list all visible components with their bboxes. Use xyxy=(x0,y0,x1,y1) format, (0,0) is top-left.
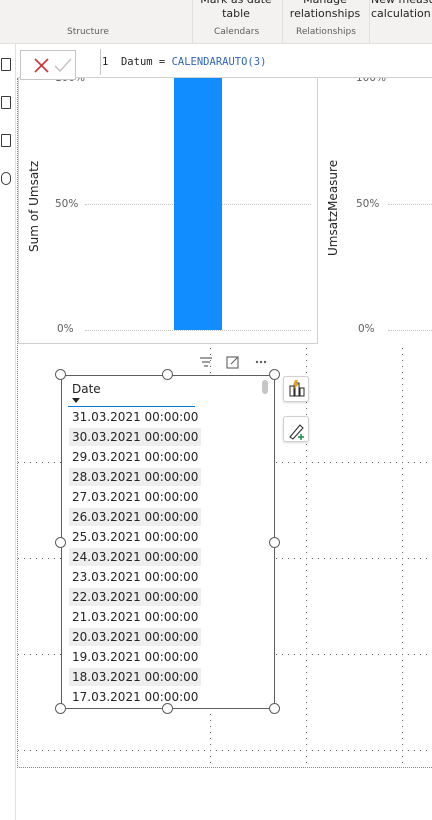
gridline xyxy=(388,204,432,205)
more-options-icon[interactable] xyxy=(255,360,267,364)
filter-icon[interactable] xyxy=(200,357,212,367)
y-tick-label: 0% xyxy=(57,323,74,335)
resize-handle[interactable] xyxy=(269,369,280,380)
table-row[interactable]: 20.03.2021 00:00:00 xyxy=(69,628,202,646)
table-row[interactable]: 22.03.2021 00:00:00 xyxy=(69,588,202,606)
resize-handle[interactable] xyxy=(162,703,173,714)
formula-text: Datum = xyxy=(120,56,172,68)
ribbon-group-calendars-label: Calendars xyxy=(214,27,260,37)
table-row[interactable]: 19.03.2021 00:00:00 xyxy=(72,650,199,664)
resize-handle[interactable] xyxy=(269,703,280,714)
y-tick-label: 50% xyxy=(356,198,380,210)
formula-function: CALENDARAUTO(3) xyxy=(171,56,267,68)
formula-button-icons xyxy=(34,58,72,73)
table-row[interactable]: 23.03.2021 00:00:00 xyxy=(72,570,199,584)
stacked-column-chart-umsatz[interactable]: Sum of Umsatz 100% 50% 0% xyxy=(18,72,318,344)
build-visual-button[interactable] xyxy=(283,376,309,402)
ribbon-group-structure-label: Structure xyxy=(67,27,109,37)
table-row[interactable]: 27.03.2021 00:00:00 xyxy=(72,490,199,504)
report-view-icon[interactable] xyxy=(1,58,11,71)
table-row[interactable]: 24.03.2021 00:00:00 xyxy=(69,548,202,566)
format-visual-button[interactable] xyxy=(283,416,309,442)
column-chart-umsatzmeasure[interactable]: UmsatzMeasure 100% 50% 0% xyxy=(320,72,432,344)
column-header-date[interactable]: Date xyxy=(72,382,101,396)
manage-relationships-button[interactable]: Manage relationships xyxy=(283,0,367,21)
table-row[interactable]: 25.03.2021 00:00:00 xyxy=(72,530,199,544)
new-calculation-label: New measure calculation xyxy=(371,0,432,20)
ribbon-group-relationships-label: Relationships xyxy=(296,27,356,37)
new-calculation-button[interactable]: New measure calculation xyxy=(371,0,432,21)
mark-as-date-table-button[interactable]: Mark as date table xyxy=(198,0,274,21)
y-axis-title: Sum of Umsatz xyxy=(27,160,41,252)
table-row[interactable]: 21.03.2021 00:00:00 xyxy=(72,610,199,624)
vertical-scrollbar[interactable] xyxy=(262,380,268,394)
table-row[interactable]: 26.03.2021 00:00:00 xyxy=(69,508,202,526)
analytics-icon xyxy=(289,424,304,440)
visual-header xyxy=(200,356,267,369)
resize-handle[interactable] xyxy=(55,537,66,548)
formula-bar: 1 Datum = CALENDARAUTO(3) xyxy=(18,46,432,80)
sort-descending-icon[interactable] xyxy=(72,398,80,404)
ribbon-separator xyxy=(282,0,283,43)
bar-umsatz[interactable] xyxy=(174,78,222,330)
left-view-nav xyxy=(0,44,16,820)
header-underline xyxy=(68,406,195,407)
ribbon-separator xyxy=(369,0,370,43)
table-row[interactable]: 29.03.2021 00:00:00 xyxy=(72,450,199,464)
table-row[interactable]: 30.03.2021 00:00:00 xyxy=(69,428,202,446)
resize-handle[interactable] xyxy=(55,703,66,714)
focus-mode-icon[interactable] xyxy=(226,356,239,369)
table-row[interactable]: 28.03.2021 00:00:00 xyxy=(69,468,202,486)
formula-buttons xyxy=(20,50,76,80)
close-icon[interactable] xyxy=(34,58,49,73)
table-row[interactable]: 17.03.2021 00:00:00 xyxy=(72,690,199,704)
dax-query-view-icon[interactable] xyxy=(1,172,11,185)
gridline xyxy=(388,330,432,331)
ribbon: Structure Mark as date table Calendars M… xyxy=(0,0,432,44)
resize-handle[interactable] xyxy=(55,369,66,380)
date-table-visual[interactable]: Date 31.03.2021 00:00:00 30.03.2021 00:00… xyxy=(61,375,275,709)
mark-as-date-table-label: Mark as date table xyxy=(200,0,271,20)
dax-formula-input[interactable]: 1 Datum = CALENDARAUTO(3) xyxy=(100,49,432,75)
y-axis-title: UmsatzMeasure xyxy=(326,159,340,256)
check-icon[interactable] xyxy=(54,58,72,73)
format-visual-icon xyxy=(289,380,305,397)
y-tick-label: 0% xyxy=(358,323,375,335)
line-number: 1 xyxy=(102,56,109,68)
table-row[interactable]: 31.03.2021 00:00:00 xyxy=(72,410,199,424)
table-row[interactable]: 18.03.2021 00:00:00 xyxy=(69,668,202,686)
data-view-icon[interactable] xyxy=(1,96,11,109)
y-tick-label: 50% xyxy=(55,198,79,210)
model-view-icon[interactable] xyxy=(1,134,11,147)
resize-handle[interactable] xyxy=(269,537,280,548)
manage-relationships-label: Manage relationships xyxy=(289,0,361,20)
resize-handle[interactable] xyxy=(162,369,173,380)
ribbon-separator xyxy=(192,0,193,43)
gridline xyxy=(85,330,311,331)
